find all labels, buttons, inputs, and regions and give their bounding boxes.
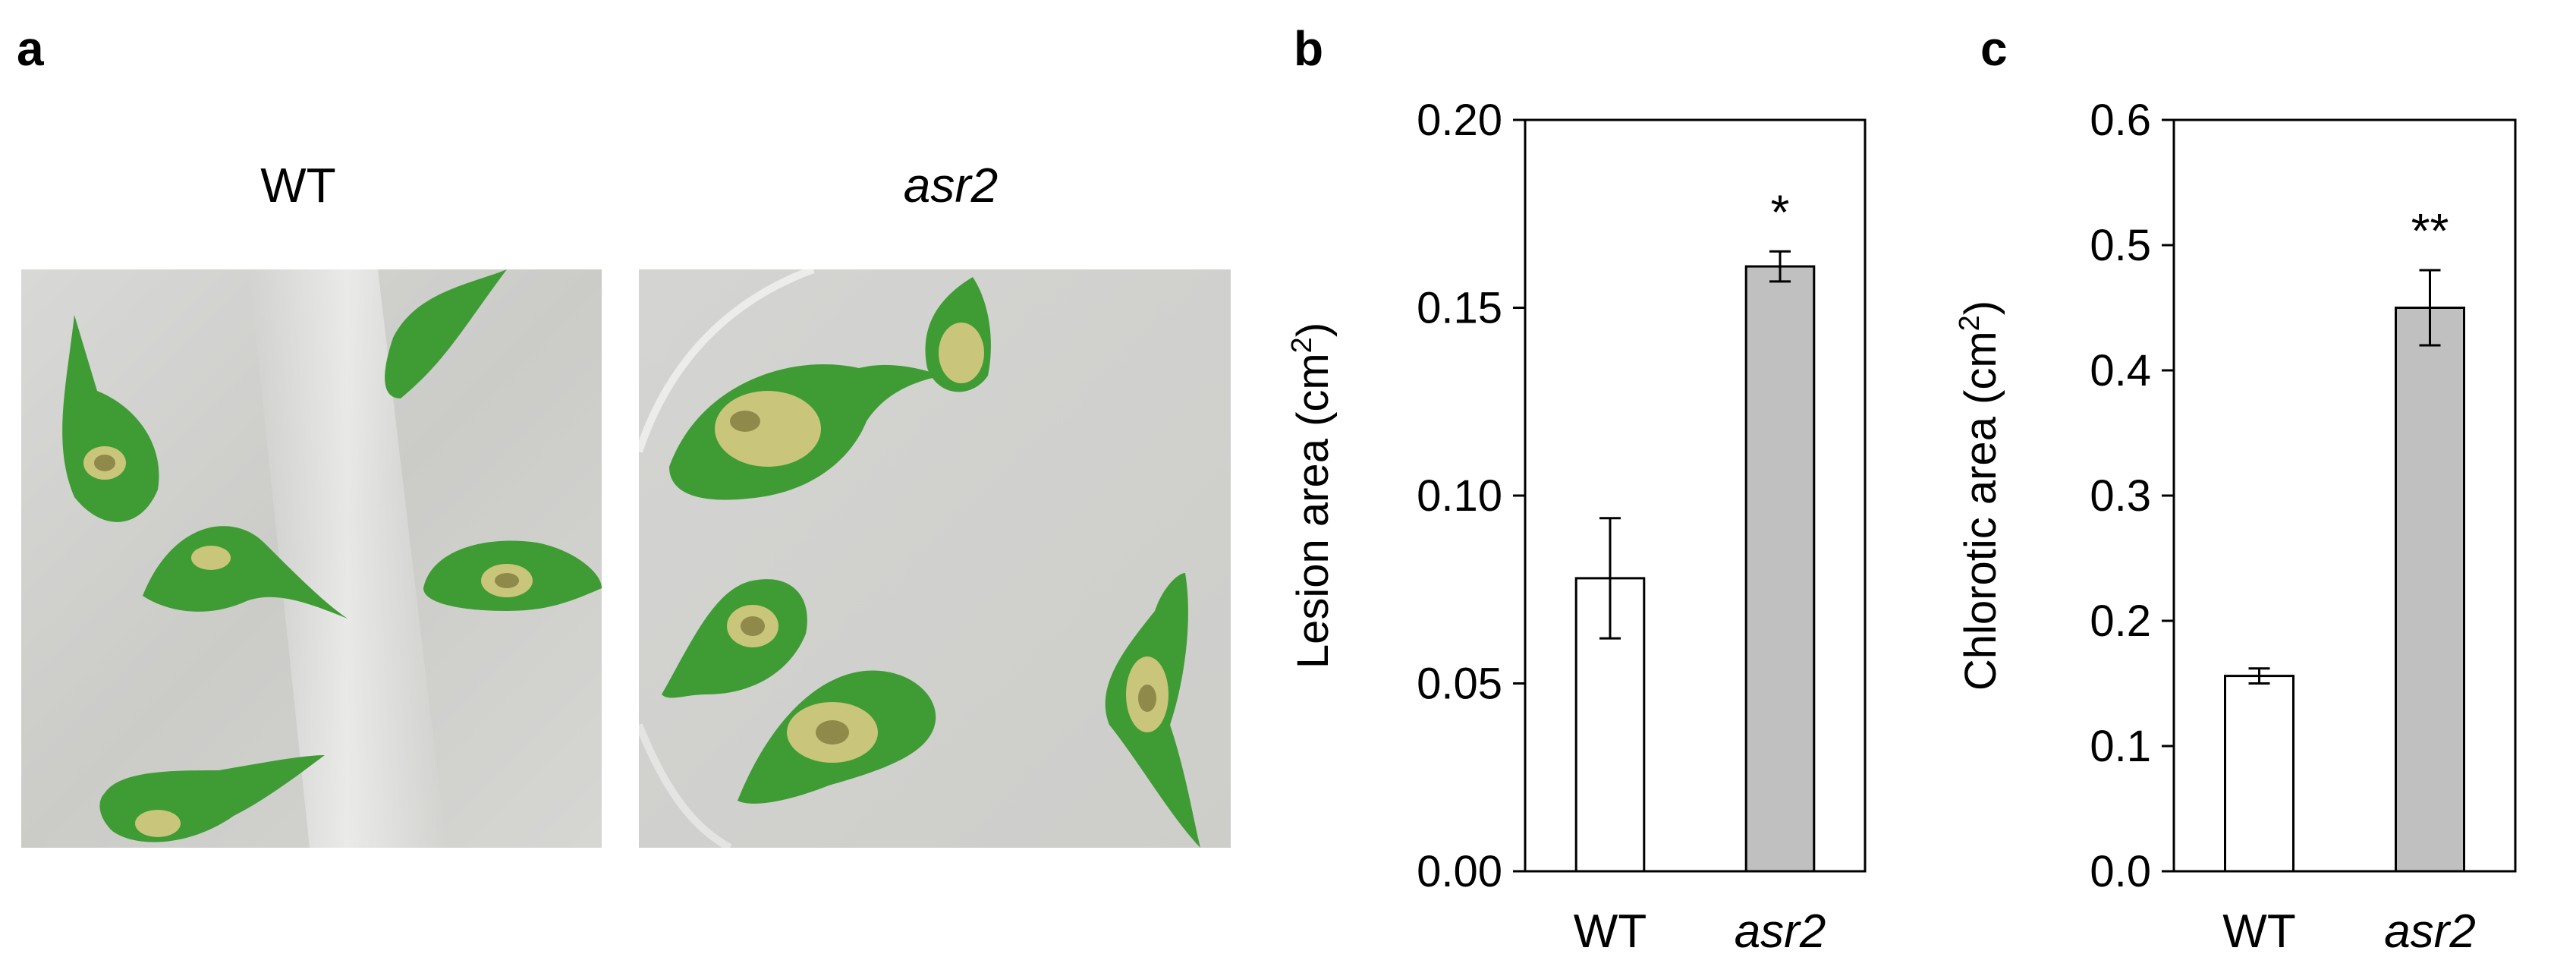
photo-label-asr2: asr2	[903, 158, 999, 213]
bar-WT	[2224, 675, 2294, 873]
y-tick-label: 0.5	[2090, 221, 2151, 270]
panel-letter-b: b	[1294, 21, 1324, 76]
bar-asr2	[1744, 265, 1816, 873]
y-tick-label: 0.15	[1417, 284, 1502, 333]
leaf-7	[925, 277, 991, 392]
leaf-5	[99, 755, 325, 842]
significance-marker-asr2: *	[1771, 184, 1790, 239]
y-tick-label: 0.3	[2090, 471, 2151, 521]
x-tick-label-asr2: asr2	[2384, 905, 2476, 958]
y-axis-label-main: Lesion area (cm	[1288, 353, 1338, 669]
leaf-10	[1105, 573, 1200, 848]
panel-letter-c: c	[1980, 21, 2008, 76]
chlorotic-area-chart: 0.0 0.1 0.2 0.3 0.4 0.5 0.6 Chlorotic area (cm2…	[1954, 96, 2517, 958]
y-tick-label: 0.20	[1417, 96, 1502, 145]
y-axis-label: Lesion area (cm2)	[1286, 323, 1338, 669]
y-axis-label-main: Chlorotic area (cm	[1956, 331, 2005, 691]
leaf-6	[669, 364, 942, 500]
x-tick-label-WT: WT	[2222, 905, 2295, 958]
panel-letter-a: a	[17, 21, 44, 76]
leaf-9	[738, 670, 936, 804]
y-axis-label-end: )	[1956, 301, 2005, 315]
photo-asr2-leaves	[639, 269, 1231, 848]
y-axis-label-sup: 2	[1954, 315, 1986, 331]
x-tick-label-WT: WT	[1574, 905, 1647, 958]
photo-wt-image	[21, 269, 602, 848]
y-tick-label: 0.05	[1417, 660, 1502, 709]
leaf-1	[62, 315, 159, 522]
lesion-area-chart: 0.00 0.05 0.10 0.15 0.20 Lesion area (cm2) WT *…	[1286, 96, 1867, 958]
y-tick-label: 0.2	[2090, 597, 2151, 646]
y-axis-label-end: )	[1288, 323, 1338, 337]
y-tick-label: 0.0	[2090, 847, 2151, 896]
bar-asr2	[2395, 307, 2465, 873]
photo-wt-leaves	[21, 269, 602, 848]
leaf-8	[662, 579, 807, 698]
leaf-4	[423, 540, 602, 611]
y-tick-label: 0.1	[2090, 722, 2151, 771]
leaf-2	[385, 269, 507, 398]
y-axis-label: Chlorotic area (cm2)	[1954, 301, 2005, 691]
leaf-3	[143, 526, 348, 619]
photo-asr2-image	[639, 269, 1231, 848]
photo-label-wt: WT	[260, 158, 336, 213]
y-tick-label: 0.6	[2090, 96, 2151, 145]
y-tick-label: 0.10	[1417, 471, 1502, 521]
x-tick-label-asr2: asr2	[1735, 905, 1826, 958]
significance-marker-asr2: **	[2411, 203, 2449, 258]
y-tick-label: 0.4	[2090, 346, 2151, 395]
y-axis-label-sup: 2	[1286, 337, 1318, 353]
y-tick-label: 0.00	[1417, 847, 1502, 896]
